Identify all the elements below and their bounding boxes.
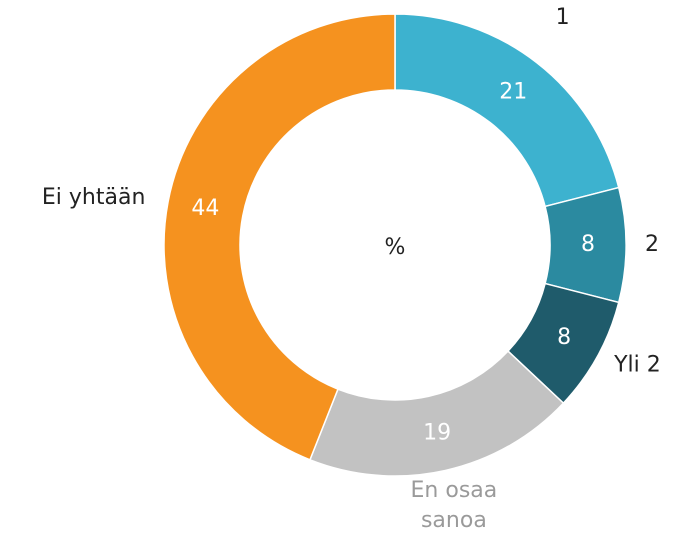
- slice: [394, 13, 620, 208]
- category-label: Ei yhtään: [42, 185, 146, 210]
- center-label: %: [385, 235, 406, 260]
- category-label: 1: [556, 5, 570, 30]
- value-label: 21: [499, 80, 527, 105]
- slice: [308, 350, 565, 477]
- value-label: 8: [557, 325, 571, 350]
- slice: [163, 13, 396, 461]
- value-label: 8: [581, 232, 595, 257]
- category-label-box: En osaa sanoa: [410, 478, 498, 534]
- value-label: 44: [191, 196, 219, 221]
- category-label: 2: [645, 232, 659, 257]
- category-label: Yli 2: [613, 352, 661, 377]
- category-label: En osaa sanoa: [410, 478, 498, 534]
- value-label: 19: [423, 420, 451, 445]
